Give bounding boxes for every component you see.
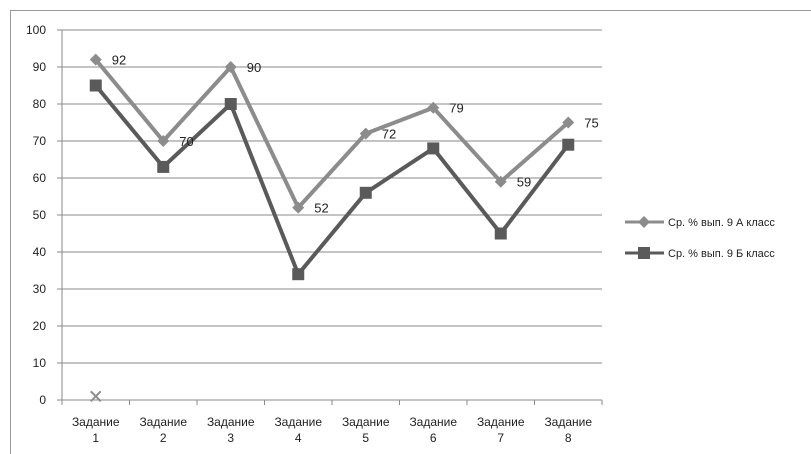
x-tick-label: Задание	[207, 415, 255, 429]
data-point-2	[359, 186, 372, 199]
data-point-2	[562, 138, 575, 151]
x-tick-label: Задание	[342, 415, 390, 429]
data-point-1	[359, 127, 372, 140]
data-point-1	[89, 53, 102, 66]
y-tick-label: 60	[33, 171, 47, 185]
x-tick-label: Задание	[544, 415, 592, 429]
x-tick-label: Задание	[274, 415, 322, 429]
data-label: 79	[449, 101, 463, 116]
x-tick-label-number: 8	[565, 431, 572, 445]
x-tick-label: Задание	[72, 415, 120, 429]
legend-marker-2	[638, 247, 650, 259]
data-point-2	[89, 79, 102, 92]
legend-label-2: Ср. % вып. 9 Б класс	[668, 248, 775, 260]
y-tick-label: 40	[33, 245, 47, 259]
data-label: 72	[382, 127, 396, 142]
y-tick-label: 70	[33, 134, 47, 148]
y-tick-label: 90	[33, 60, 47, 74]
data-point-3	[90, 390, 102, 403]
series-line-1	[94, 58, 570, 210]
data-point-2	[157, 160, 170, 173]
x-tick-label: Задание	[409, 415, 457, 429]
data-point-1	[427, 101, 440, 114]
data-point-1	[562, 116, 575, 129]
data-label: 75	[584, 116, 598, 131]
data-label: 59	[517, 175, 531, 190]
y-tick-label: 50	[33, 208, 47, 222]
series-line-2	[94, 84, 570, 277]
y-tick-label: 20	[33, 319, 47, 333]
data-point-1	[494, 175, 507, 188]
chart-frame	[10, 10, 811, 454]
data-point-2	[427, 142, 440, 155]
x-tick-label: Задание	[139, 415, 187, 429]
x-tick-label-number: 7	[497, 431, 504, 445]
y-tick-label: 10	[33, 356, 47, 370]
data-point-1	[157, 135, 170, 147]
data-point-1	[292, 201, 305, 214]
y-tick-label: 30	[33, 282, 47, 296]
x-tick-label-number: 4	[295, 431, 302, 445]
y-tick-label: 80	[33, 97, 47, 111]
x-tick-label-number: 6	[430, 431, 437, 445]
x-tick-label-number: 2	[160, 431, 167, 445]
y-tick-label: 0	[39, 393, 46, 407]
y-tick-label: 100	[26, 23, 46, 37]
data-point-1	[224, 61, 237, 73]
x-tick-label-number: 3	[227, 431, 234, 445]
data-point-2	[292, 268, 305, 281]
legend-marker-1	[638, 216, 650, 228]
data-label: 90	[247, 60, 261, 75]
x-tick-label: Задание	[477, 415, 525, 429]
legend-label-1: Ср. % вып. 9 А класс	[668, 217, 775, 229]
data-label: 92	[112, 53, 126, 68]
data-point-2	[494, 227, 507, 240]
data-label: 52	[314, 201, 328, 216]
x-tick-label-number: 1	[92, 431, 99, 445]
data-point-2	[224, 98, 237, 110]
data-label: 70	[179, 134, 193, 149]
x-tick-label-number: 5	[362, 431, 369, 445]
